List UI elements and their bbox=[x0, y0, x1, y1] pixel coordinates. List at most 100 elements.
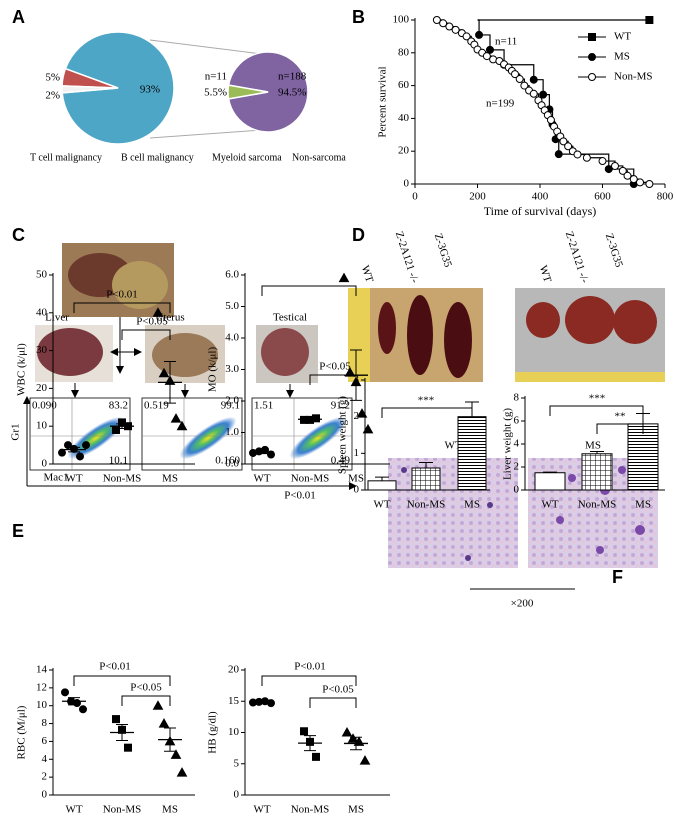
y-axis-label: MO (k/μl) bbox=[207, 347, 219, 393]
error-bar bbox=[419, 462, 433, 468]
significance-label: P<0.01 bbox=[294, 661, 326, 673]
x-tick-label: Non-MS bbox=[291, 473, 330, 485]
data-point bbox=[176, 767, 188, 777]
x-tick-label: WT bbox=[253, 473, 270, 485]
marker bbox=[554, 150, 563, 159]
x-tick-label: MS bbox=[348, 473, 364, 485]
quadrant-value: 0.090 bbox=[32, 400, 57, 412]
y-tick-label: 20 bbox=[228, 664, 240, 676]
marker bbox=[445, 22, 454, 31]
pie-slice bbox=[61, 85, 119, 94]
photo-detail bbox=[378, 302, 396, 354]
error-bar bbox=[116, 723, 128, 742]
y-tick-label: 0 bbox=[354, 484, 360, 496]
panel-label: A bbox=[12, 7, 25, 27]
quadrant-value: 0.160 bbox=[215, 455, 240, 467]
y-tick-label: 14 bbox=[36, 664, 48, 676]
y-axis-label: WBC (k/μl) bbox=[16, 343, 28, 396]
panel-label: F bbox=[612, 567, 623, 587]
y-tick-label: 0 bbox=[404, 178, 410, 190]
bar bbox=[534, 472, 566, 491]
legend-marker bbox=[588, 73, 596, 81]
data-point bbox=[158, 367, 170, 378]
marker bbox=[451, 25, 460, 34]
significance-label: *** bbox=[589, 393, 606, 405]
significance-label: ** bbox=[615, 411, 626, 423]
data-point bbox=[362, 423, 374, 434]
marker bbox=[511, 70, 519, 79]
significance-bracket bbox=[309, 374, 357, 385]
photo-detail bbox=[613, 300, 657, 344]
significance-bracket bbox=[549, 405, 644, 416]
significance-bracket bbox=[261, 675, 357, 686]
data-point bbox=[176, 420, 188, 431]
marker bbox=[462, 32, 471, 41]
y-tick-label: 80 bbox=[398, 46, 410, 58]
zoom-line bbox=[149, 129, 263, 139]
bar bbox=[581, 453, 613, 491]
value-label: 94.5% bbox=[278, 87, 306, 99]
y-tick-label: 2 bbox=[354, 410, 360, 422]
y-tick-label: 40 bbox=[398, 112, 410, 124]
y-tick-label: 0 bbox=[42, 458, 48, 470]
value-label: 5.5% bbox=[204, 87, 227, 99]
data-point bbox=[267, 699, 275, 708]
error-bar bbox=[375, 476, 389, 481]
significance-label: P<0.05 bbox=[322, 684, 354, 696]
quadrant-value: 83.2 bbox=[109, 400, 128, 412]
y-axis-label: Percent survival bbox=[377, 66, 389, 137]
significance-label: P<0.05 bbox=[136, 316, 168, 328]
value-label: 5% bbox=[45, 72, 60, 84]
marker bbox=[475, 30, 484, 39]
histology-label: WT bbox=[444, 440, 461, 452]
y-tick-label: 8 bbox=[514, 392, 520, 404]
photo-detail bbox=[407, 295, 433, 375]
x-tick-label: 0 bbox=[412, 191, 418, 203]
x-tick-label: Non-MS bbox=[103, 804, 142, 816]
y-tick-label: 0 bbox=[42, 789, 48, 801]
y-tick-label: 4 bbox=[42, 753, 48, 765]
y-tick-label: 0 bbox=[514, 484, 520, 496]
histology-cell bbox=[556, 516, 564, 524]
data-point bbox=[152, 307, 164, 317]
panel-label: D bbox=[352, 225, 365, 245]
data-point bbox=[267, 450, 275, 459]
photo-detail bbox=[565, 296, 615, 344]
y-tick-label: 8 bbox=[42, 717, 48, 729]
marker bbox=[559, 137, 568, 146]
magnification: ×200 bbox=[511, 598, 534, 610]
data-point bbox=[124, 743, 132, 752]
data-point bbox=[158, 718, 170, 728]
x-tick-label: WT bbox=[541, 499, 558, 511]
legend-label: Myeloid sarcoma bbox=[212, 152, 282, 163]
data-point bbox=[356, 408, 368, 418]
significance-label: P<0.01 bbox=[106, 289, 138, 301]
data-point bbox=[76, 452, 84, 461]
y-tick-label: 10 bbox=[36, 420, 48, 432]
error-bar bbox=[350, 736, 362, 751]
significance-bracket bbox=[261, 285, 357, 296]
annotation: n=11 bbox=[205, 71, 227, 83]
data-point bbox=[79, 705, 87, 714]
quadrant-value: 10.1 bbox=[109, 455, 128, 467]
x-tick-label: 600 bbox=[594, 191, 611, 203]
photo-detail bbox=[261, 328, 309, 376]
y-tick-label: 6 bbox=[514, 415, 520, 427]
y-tick-label: 100 bbox=[393, 14, 410, 26]
y-tick-label: 5 bbox=[234, 757, 240, 769]
cell-cloud bbox=[179, 416, 237, 460]
y-tick-label: 1.0 bbox=[225, 426, 239, 438]
data-point bbox=[152, 700, 164, 710]
cell-cloud bbox=[67, 416, 125, 460]
data-point bbox=[64, 441, 72, 450]
histology-cell bbox=[487, 502, 493, 508]
marker bbox=[611, 161, 619, 170]
y-tick-label: 15 bbox=[228, 695, 240, 707]
legend-label: T cell malignancy bbox=[30, 152, 102, 163]
x-tick-label: 400 bbox=[532, 191, 549, 203]
y-tick-label: 20 bbox=[398, 145, 410, 157]
data-point bbox=[73, 699, 81, 708]
annotation: n=11 bbox=[495, 36, 517, 48]
